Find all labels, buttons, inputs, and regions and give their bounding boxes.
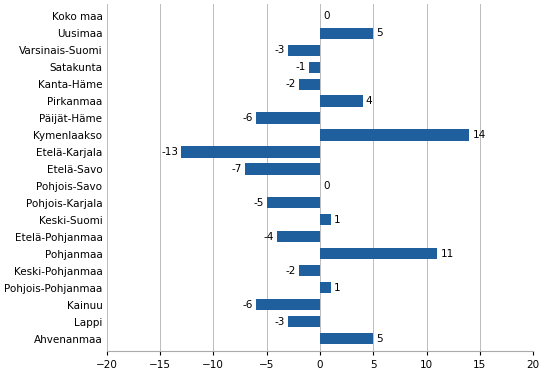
Bar [320, 129, 469, 141]
Text: -1: -1 [296, 62, 306, 72]
Text: -6: -6 [242, 300, 253, 310]
Text: -13: -13 [161, 147, 178, 157]
Text: 4: 4 [366, 96, 373, 106]
Text: 5: 5 [376, 334, 383, 344]
Text: -2: -2 [285, 266, 295, 276]
Bar [267, 197, 320, 208]
Bar [320, 333, 373, 344]
Text: 0: 0 [323, 181, 330, 191]
Bar [256, 113, 320, 123]
Text: -6: -6 [242, 113, 253, 123]
Text: -3: -3 [274, 45, 285, 55]
Text: -4: -4 [264, 232, 274, 242]
Bar [309, 61, 320, 73]
Text: 1: 1 [334, 283, 341, 293]
Bar [320, 214, 331, 226]
Text: -2: -2 [285, 79, 295, 89]
Bar [299, 79, 320, 89]
Bar [277, 232, 320, 242]
Text: -7: -7 [232, 164, 242, 174]
Bar [320, 248, 437, 260]
Text: 14: 14 [473, 130, 486, 140]
Bar [181, 147, 320, 157]
Text: 5: 5 [376, 28, 383, 38]
Bar [245, 163, 320, 175]
Bar [288, 45, 320, 56]
Bar [320, 95, 363, 107]
Text: 1: 1 [334, 215, 341, 225]
Bar [288, 316, 320, 328]
Text: -5: -5 [253, 198, 263, 208]
Text: 11: 11 [441, 249, 454, 259]
Bar [320, 282, 331, 294]
Bar [256, 300, 320, 310]
Bar [299, 266, 320, 276]
Text: -3: -3 [274, 317, 285, 327]
Text: 0: 0 [323, 11, 330, 21]
Bar [320, 28, 373, 39]
